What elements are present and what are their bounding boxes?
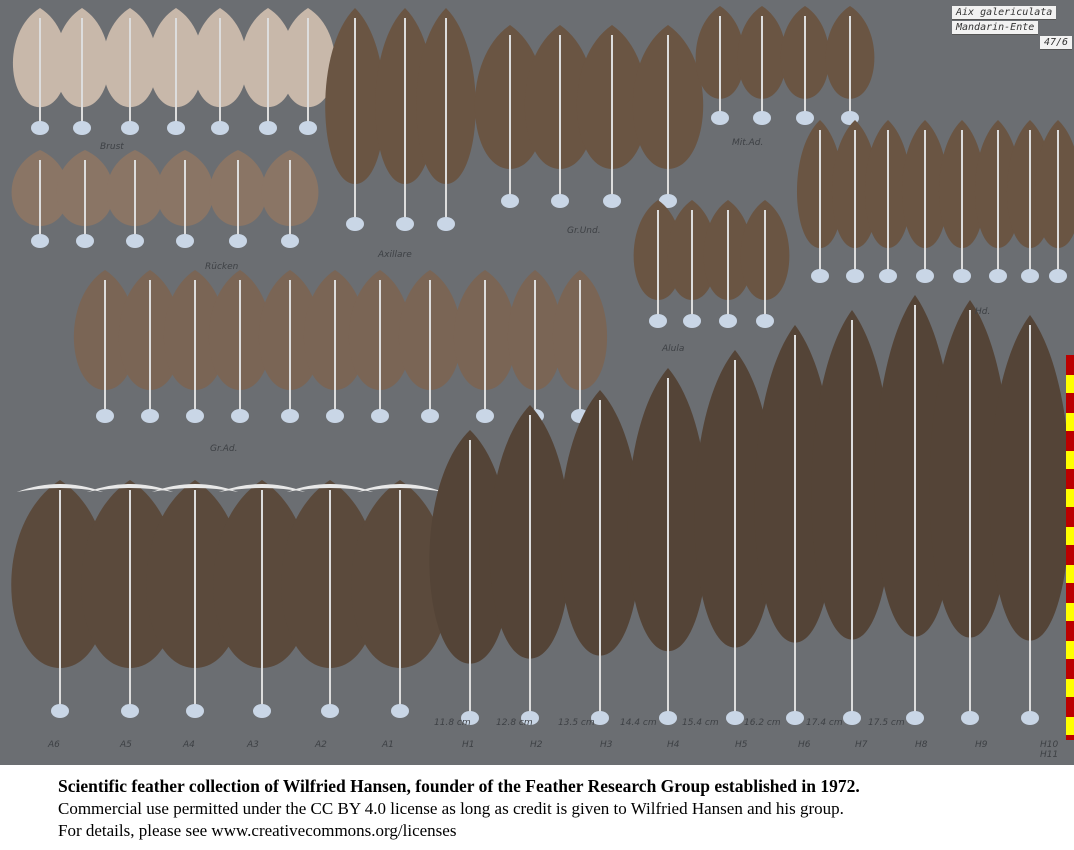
- feather: [796, 120, 844, 283]
- feather-label: A4: [183, 740, 195, 750]
- feather: [11, 150, 69, 248]
- feather: [325, 8, 385, 231]
- feather-label: A5: [120, 740, 132, 750]
- feather: [209, 150, 267, 248]
- group-label: Hd.: [975, 307, 991, 317]
- feather: [754, 325, 836, 725]
- group-label: Gr.Ad.: [210, 444, 238, 454]
- feather: [351, 480, 449, 718]
- feather: [163, 270, 227, 423]
- common-name-label: Mandarin-Ente: [952, 21, 1039, 35]
- feathers-drawing: [11, 6, 1074, 725]
- feather: [11, 480, 109, 718]
- feather: [348, 270, 412, 423]
- feather: [106, 150, 164, 248]
- length-label: 15.4 cm: [682, 718, 719, 728]
- length-label: 14.4 cm: [620, 718, 657, 728]
- feather: [489, 405, 571, 725]
- feather-label: H2: [530, 740, 543, 750]
- caption-line-2: Commercial use permitted under the CC BY…: [58, 799, 844, 818]
- feather: [938, 120, 986, 283]
- feather: [825, 6, 875, 125]
- group-label: Rücken: [205, 262, 239, 272]
- feather: [453, 270, 517, 423]
- feather-label: H7: [855, 740, 868, 750]
- feather: [989, 315, 1071, 725]
- feather-label: A2: [315, 740, 327, 750]
- feather: [737, 6, 787, 125]
- feather: [740, 200, 790, 328]
- feather-label: A6: [48, 740, 60, 750]
- group-label: Gr.Und.: [567, 226, 601, 236]
- feather: [208, 270, 272, 423]
- feather-label: H1: [462, 740, 475, 750]
- feather: [148, 8, 204, 135]
- length-label: 17.4 cm: [806, 718, 843, 728]
- caption: Scientific feather collection of Wilfrie…: [58, 774, 1058, 842]
- feather: [811, 310, 893, 725]
- feather: [398, 270, 462, 423]
- group-label: Axillare: [378, 250, 412, 260]
- feather: [156, 150, 214, 248]
- caption-line-1: Scientific feather collection of Wilfrie…: [58, 776, 860, 796]
- group-label: Brust: [100, 142, 124, 152]
- feather: [703, 200, 753, 328]
- feather-label: H8: [915, 740, 928, 750]
- length-label: 12.8 cm: [496, 718, 533, 728]
- feather-label: A3: [247, 740, 259, 750]
- feather: [864, 120, 912, 283]
- feather-label: A1: [382, 740, 394, 750]
- feather: [12, 8, 68, 135]
- group-label: Alula: [662, 344, 685, 354]
- feather: [524, 25, 596, 208]
- feather: [56, 150, 114, 248]
- length-label: 16.2 cm: [744, 718, 781, 728]
- feather: [54, 8, 110, 135]
- feather: [576, 25, 648, 208]
- feather: [261, 150, 319, 248]
- feather: [694, 350, 776, 725]
- feather: [73, 270, 137, 423]
- feather: [831, 120, 879, 283]
- feather-collection-photo: Aix galericulata Mandarin-Ente 47/6 Brus…: [0, 0, 1074, 765]
- group-label: Mit.Ad.: [732, 138, 764, 148]
- length-label: 11.8 cm: [434, 718, 471, 728]
- feather: [559, 390, 641, 725]
- feather: [416, 8, 476, 231]
- feather-label: H6: [798, 740, 811, 750]
- feather: [281, 480, 379, 718]
- feather: [780, 6, 830, 125]
- feather: [258, 270, 322, 423]
- caption-line-3: For details, please see www.creativecomm…: [58, 821, 457, 840]
- feather: [1035, 120, 1074, 283]
- feather: [929, 300, 1011, 725]
- feather: [280, 8, 336, 135]
- feather-label: H9: [975, 740, 988, 750]
- feather: [192, 8, 248, 135]
- color-scale-ruler: [1066, 355, 1074, 740]
- species-label: Aix galericulata: [952, 6, 1057, 20]
- feather: [632, 25, 704, 208]
- length-label: 13.5 cm: [558, 718, 595, 728]
- feather-label: H3: [600, 740, 613, 750]
- feather-label: H10 H11: [1040, 740, 1059, 760]
- feather: [118, 270, 182, 423]
- feather: [627, 368, 709, 725]
- specimen-number: 47/6: [1040, 36, 1073, 50]
- feather: [240, 8, 296, 135]
- feather: [695, 6, 745, 125]
- feather-label: H4: [667, 740, 680, 750]
- length-label: 17.5 cm: [868, 718, 905, 728]
- feather: [303, 270, 367, 423]
- feather: [552, 270, 608, 423]
- feather: [474, 25, 546, 208]
- feather: [429, 430, 511, 725]
- feather: [667, 200, 717, 328]
- feather: [901, 120, 949, 283]
- feather-label: H5: [735, 740, 748, 750]
- feather: [102, 8, 158, 135]
